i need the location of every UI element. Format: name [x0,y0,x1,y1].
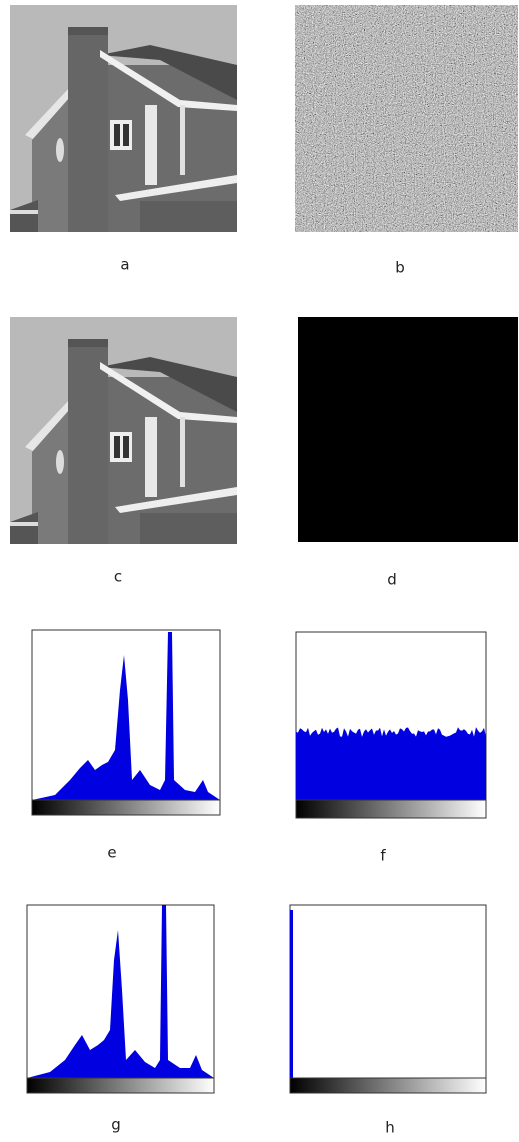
black-image [298,317,518,542]
panel-label: d [387,571,397,589]
colorbar [27,1078,214,1093]
colorbar [290,1078,486,1093]
noise-image [295,5,518,232]
panel-label: h [385,1119,395,1137]
panel-label: g [111,1116,121,1134]
figure: a b c d e f g h [0,0,519,1138]
panel-label: f [380,847,386,865]
colorbar [296,800,486,818]
histogram-bars [290,910,293,1078]
panel-label: c [114,568,122,586]
histogram-frame [290,905,486,1078]
histogram-bars [296,727,486,800]
panel-label: b [395,259,405,277]
panel-label: e [107,844,116,862]
colorbar [32,800,220,815]
panel-label: a [120,256,129,274]
